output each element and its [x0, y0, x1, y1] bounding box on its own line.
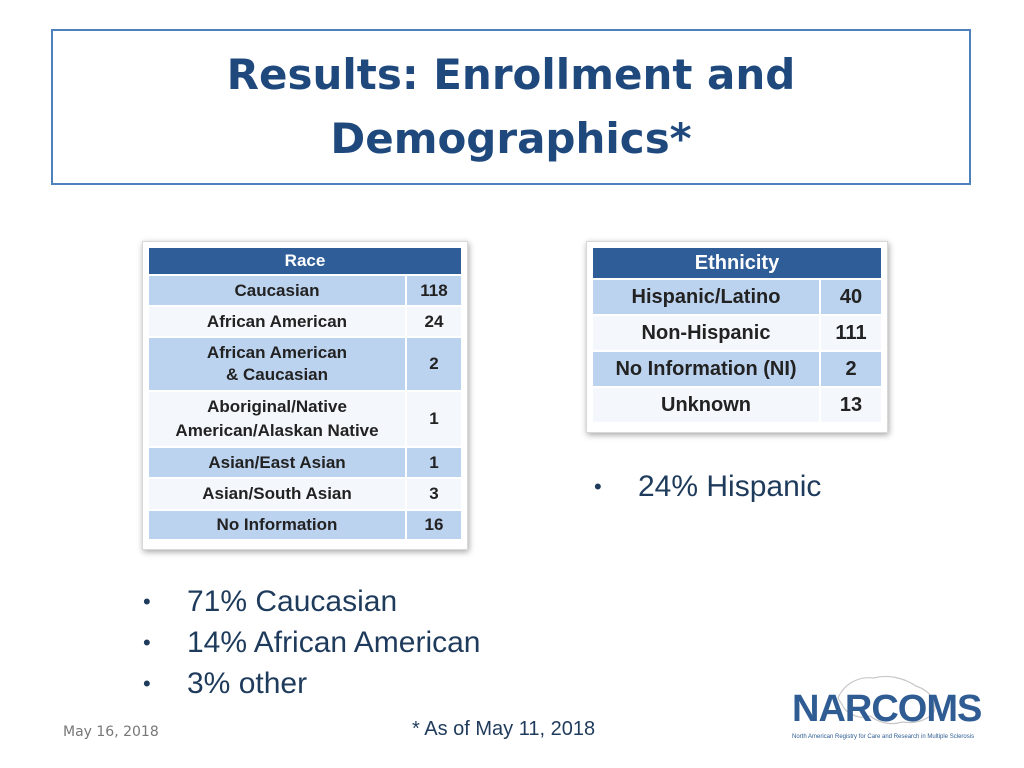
ethnicity-label: No Information (NI) [593, 352, 819, 388]
table-row: African American 24 [149, 307, 461, 338]
list-item: • 24% Hispanic [594, 466, 821, 507]
race-count: 1 [405, 392, 461, 448]
ethnicity-table: Ethnicity Hispanic/Latino 40 Non-Hispani… [586, 241, 888, 433]
table-row: Aboriginal/Native American/Alaskan Native… [149, 392, 461, 448]
list-item: • 3% other [143, 663, 480, 704]
race-count: 1 [405, 448, 461, 479]
bullet-icon: • [143, 630, 151, 655]
map-outline-icon [837, 675, 936, 725]
table-row: Asian/East Asian 1 [149, 448, 461, 479]
race-count: 118 [405, 276, 461, 307]
table-row: Hispanic/Latino 40 [593, 280, 881, 316]
race-count: 24 [405, 307, 461, 338]
ethnicity-count: 111 [819, 316, 881, 352]
bullet-text: 3% other [187, 667, 308, 700]
race-count: 16 [405, 511, 461, 541]
race-table: Race Caucasian 118 African American 24 A… [142, 241, 468, 550]
race-count: 2 [405, 338, 461, 392]
ethnicity-count: 13 [819, 388, 881, 424]
table-row: Caucasian 118 [149, 276, 461, 307]
bullet-text: 71% Caucasian [187, 585, 398, 618]
ethnicity-label: Unknown [593, 388, 819, 424]
footnote: * As of May 11, 2018 [412, 718, 596, 740]
race-label: No Information [149, 511, 405, 541]
race-count: 3 [405, 479, 461, 511]
race-label: Caucasian [149, 276, 405, 307]
ethnicity-summary-list: • 24% Hispanic [594, 466, 821, 507]
bullet-icon: • [594, 474, 602, 499]
bullet-text: 24% Hispanic [638, 470, 822, 503]
race-summary-list: • 71% Caucasian • 14% African American • 3%… [143, 581, 480, 704]
race-label: Aboriginal/Native American/Alaskan Native [149, 392, 405, 448]
list-item: • 14% African American [143, 622, 480, 663]
race-label: African American [149, 307, 405, 338]
footer-date: May 16, 2018 [63, 724, 159, 740]
race-table-header: Race [149, 248, 461, 276]
race-label: Asian/South Asian [149, 479, 405, 511]
ethnicity-label: Hispanic/Latino [593, 280, 819, 316]
race-label: Asian/East Asian [149, 448, 405, 479]
table-row: Non-Hispanic 111 [593, 316, 881, 352]
slide-title: Results: Enrollment and Demographics* [226, 50, 796, 163]
race-label: African American & Caucasian [149, 338, 405, 392]
table-row: Unknown 13 [593, 388, 881, 424]
ethnicity-count: 40 [819, 280, 881, 316]
title-box: Results: Enrollment and Demographics* [51, 29, 971, 185]
table-row: African American & Caucasian 2 [149, 338, 461, 392]
list-item: • 71% Caucasian [143, 581, 480, 622]
narcoms-logo: NARCOMS North American Registry for Care… [786, 670, 982, 748]
ethnicity-label: Non-Hispanic [593, 316, 819, 352]
logo-tagline: North American Registry for Care and Res… [792, 734, 975, 740]
bullet-icon: • [143, 589, 151, 614]
table-row: No Information 16 [149, 511, 461, 541]
bullet-icon: • [143, 671, 151, 696]
ethnicity-table-header: Ethnicity [593, 248, 881, 280]
bullet-text: 14% African American [187, 626, 481, 659]
table-row: Asian/South Asian 3 [149, 479, 461, 511]
ethnicity-count: 2 [819, 352, 881, 388]
logo-wordmark: NARCOMS [792, 688, 982, 730]
table-row: No Information (NI) 2 [593, 352, 881, 388]
